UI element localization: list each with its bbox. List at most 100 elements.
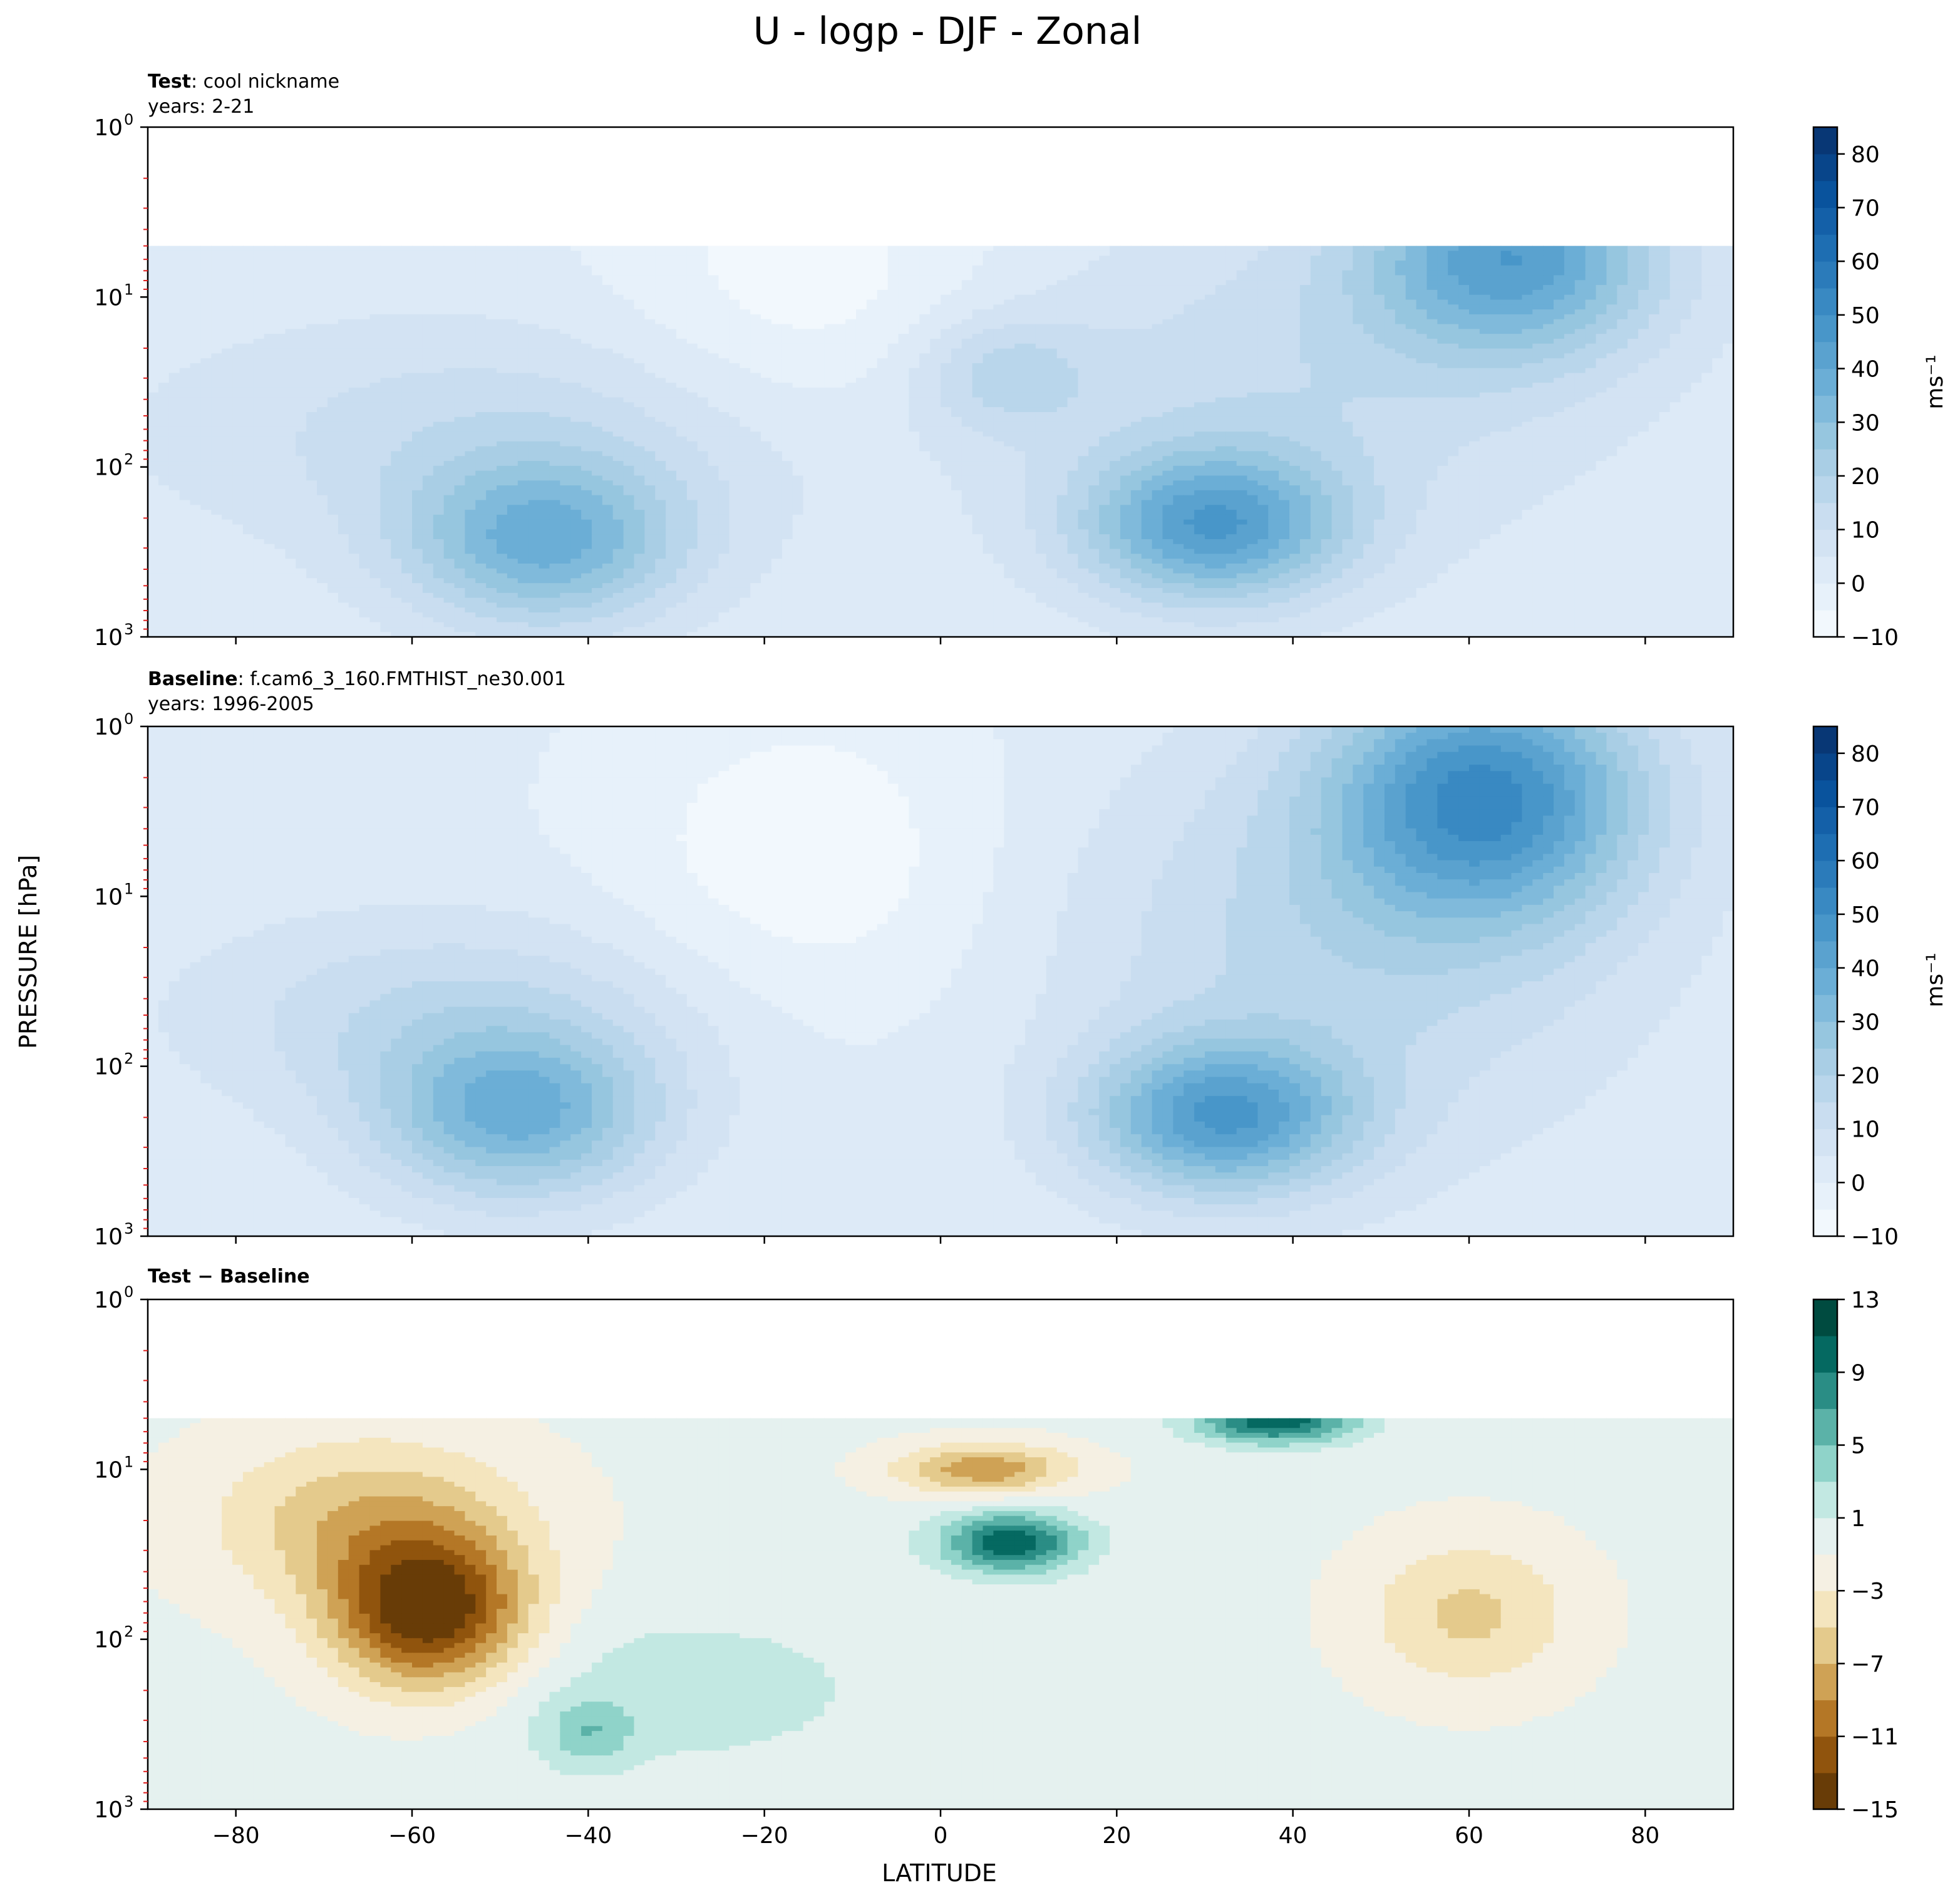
contour-cell (1574, 256, 1586, 261)
contour-cell (1627, 402, 1639, 408)
contour-cell (1585, 402, 1597, 408)
contour-cell (1310, 329, 1322, 334)
contour-cell (1353, 348, 1364, 354)
contour-cell (803, 245, 815, 252)
contour-cell (306, 358, 317, 364)
contour-cell (401, 368, 413, 374)
contour-cell (1152, 265, 1163, 271)
contour-cell (348, 280, 360, 286)
contour-cell (1648, 319, 1660, 325)
contour-cell (380, 265, 391, 271)
contour-cell (1490, 343, 1502, 349)
contour-cell (1088, 245, 1100, 252)
contour-cell (412, 319, 423, 325)
contour-cell (803, 299, 815, 305)
contour-cell (1701, 387, 1713, 393)
contour-cell (148, 343, 159, 349)
contour-cell (1648, 245, 1660, 252)
contour-cell (1691, 280, 1702, 286)
contour-cell (676, 368, 688, 374)
contour-cell (1627, 397, 1639, 403)
contour-cell (1469, 299, 1480, 305)
contour-cell (1585, 392, 1597, 398)
contour-cell (1078, 294, 1089, 301)
contour-cell (539, 348, 550, 354)
contour-cell (919, 392, 931, 398)
contour-cell (475, 256, 487, 261)
contour-cell (549, 363, 560, 369)
contour-cell (1712, 358, 1723, 364)
contour-cell (866, 378, 878, 383)
contour-cell (1194, 275, 1205, 281)
contour-cell (792, 285, 804, 291)
contour-cell (1638, 299, 1649, 305)
contour-cell (983, 392, 994, 398)
contour-cell (1025, 309, 1036, 315)
contour-cell (1353, 353, 1364, 359)
contour-cell (412, 378, 423, 383)
contour-cell (475, 270, 487, 276)
contour-cell (242, 348, 254, 354)
contour-cell (222, 314, 233, 320)
contour-cell (1279, 256, 1290, 261)
contour-cell (190, 402, 201, 408)
contour-cell (1585, 245, 1597, 252)
contour-cell (359, 245, 371, 252)
contour-cell (1712, 353, 1723, 359)
contour-cell (1130, 261, 1142, 266)
contour-cell (168, 392, 180, 398)
contour-cell (274, 309, 286, 315)
contour-cell (655, 324, 666, 329)
contour-cell (1236, 289, 1248, 296)
contour-cell (655, 314, 666, 320)
contour-cell (1701, 392, 1713, 398)
contour-cell (697, 250, 709, 256)
contour-cell (761, 387, 772, 393)
contour-cell (1511, 261, 1522, 266)
contour-cell (1353, 373, 1364, 378)
contour-cell (1353, 383, 1364, 388)
contour-cell (1141, 324, 1153, 329)
contour-cell (1712, 250, 1723, 256)
contour-cell (1342, 319, 1353, 325)
contour-cell (1416, 343, 1428, 349)
contour-cell (211, 387, 222, 393)
contour-cell (1638, 285, 1649, 291)
contour-cell (475, 378, 487, 383)
contour-cell (380, 334, 391, 339)
contour-cell (1469, 314, 1480, 320)
contour-cell (602, 275, 614, 281)
contour-cell (497, 387, 508, 393)
contour-cell (919, 378, 931, 383)
contour-cell (1099, 314, 1110, 320)
contour-cell (264, 250, 276, 256)
contour-cell (1574, 294, 1586, 301)
contour-cell (1173, 280, 1184, 286)
contour-cell (1659, 338, 1671, 344)
contour-cell (1469, 378, 1480, 383)
contour-cell (729, 397, 740, 403)
contour-cell (497, 343, 508, 349)
contour-cell (306, 407, 317, 413)
contour-cell (1225, 343, 1237, 349)
contour-cell (1257, 392, 1269, 398)
contour-cell (634, 280, 645, 286)
contour-cell (1395, 245, 1406, 252)
contour-cell (560, 285, 571, 291)
contour-cell (909, 373, 920, 378)
contour-cell (200, 373, 212, 378)
contour-cell (1543, 378, 1554, 383)
contour-cell (1299, 383, 1311, 388)
contour-cell (1554, 256, 1565, 261)
contour-cell (380, 299, 391, 305)
contour-cell (348, 348, 360, 354)
contour-cell (1046, 250, 1058, 256)
contour-cell (813, 338, 825, 344)
contour-cell (898, 358, 909, 364)
contour-cell (1543, 383, 1554, 388)
contour-cell (158, 329, 170, 334)
contour-cell (570, 314, 582, 320)
contour-cell (1046, 334, 1058, 339)
contour-cell (1205, 256, 1216, 261)
contour-cell (1321, 250, 1333, 256)
